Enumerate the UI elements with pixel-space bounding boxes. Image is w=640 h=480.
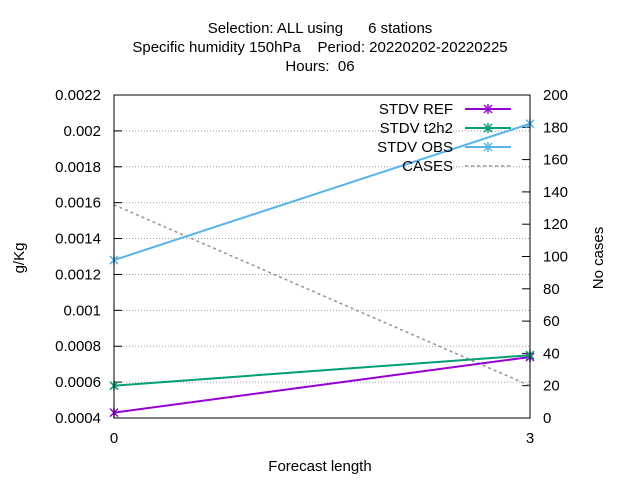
legend-label-stdv-ref: STDV REF [379,101,453,118]
legend-label-stdv-obs: STDV OBS [377,139,453,156]
y-tick-label: 0.0016 [55,195,101,212]
series-line-stdv-obs [113,122,531,262]
y-tick-label: 0.0004 [55,410,101,427]
y2-tick-label: 100 [543,249,568,266]
y2-tick-label: 160 [543,152,568,169]
x-tick-label: 3 [526,430,534,447]
series [109,118,535,418]
legend-label-stdv-t2h2: STDV t2h2 [380,120,453,137]
plot-frame [113,94,531,419]
legend-marker-stdv-obs [483,142,493,152]
x-tick-label: 0 [110,430,118,447]
y-tick-label: 0.0014 [55,231,101,248]
axis-ticks: 0.0004 0.0006 0.0008 0.001 0.0012 0.0014 0.001… [55,87,568,447]
y2-tick-label: 180 [543,119,568,136]
y2-axis-label: No cases [590,227,607,290]
y-axis-label: g/Kg [11,243,28,274]
y-tick-label: 0.001 [63,302,101,319]
grid [114,130,530,383]
y-tick-label: 0.002 [63,123,101,140]
y-tick-label: 0.0006 [55,374,101,391]
y2-tick-label: 120 [543,216,568,233]
title-line-3: Hours: 06 [285,58,354,75]
chart-title: Selection: ALL using 6 stations Specific… [132,20,507,75]
y-tick-label: 0.0022 [55,87,101,104]
legend-marker-stdv-t2h2 [483,123,493,133]
series-line-stdv-ref [113,355,531,414]
title-line-1: Selection: ALL using 6 stations [208,20,433,37]
y2-tick-label: 60 [543,313,560,330]
y2-tick-label: 80 [543,281,560,298]
y2-tick-label: 40 [543,345,560,362]
title-line-2: Specific humidity 150hPa Period: 2022020… [132,39,507,56]
y2-tick-label: 200 [543,87,568,104]
y2-tick-label: 0 [543,410,551,427]
y2-tick-label: 20 [543,378,560,395]
y-tick-label: 0.0008 [55,338,101,355]
y-tick-label: 0.0012 [55,266,101,283]
x-axis-label: Forecast length [268,458,371,475]
legend: STDV REF STDV t2h2 STDV OBS CASES [377,101,511,175]
y2-tick-label: 140 [543,184,568,201]
legend-label-cases: CASES [402,158,453,175]
series-line-cases [113,204,531,387]
legend-marker-stdv-ref [483,104,493,114]
y-tick-label: 0.0018 [55,159,101,176]
series-line-stdv-t2h2 [113,354,531,387]
